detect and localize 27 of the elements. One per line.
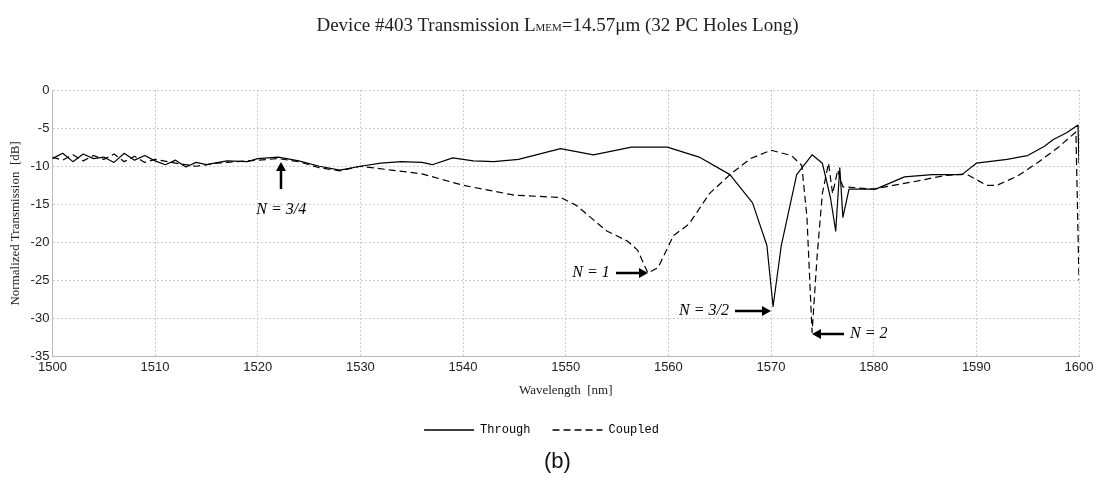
x-tick-label: 1550 <box>551 359 581 375</box>
x-tick-label: 1540 <box>448 359 478 375</box>
x-tick-label: 1520 <box>243 359 273 375</box>
y-tick-label: -5 <box>37 119 50 135</box>
y-axis-title: Normalized Transmission [dB] <box>7 141 23 306</box>
x-axis-title: Wavelength [nm] <box>518 381 613 397</box>
x-tick-label: 1590 <box>961 359 991 375</box>
x-tick-label: 1510 <box>140 359 170 375</box>
y-tick-label: -25 <box>30 272 50 288</box>
text: (b) <box>543 448 572 474</box>
y-tick-label: 0 <box>42 81 50 97</box>
x-tick-label: 1570 <box>756 359 786 375</box>
x-tick-label: 1530 <box>345 359 375 375</box>
x-tick-label: 1600 <box>1064 359 1094 375</box>
legend-label: Through <box>480 423 531 438</box>
legend-label: Coupled <box>608 423 659 438</box>
x-tick-label: 1560 <box>653 359 683 375</box>
y-tick-label: -20 <box>30 234 50 250</box>
y-tick-label: -15 <box>30 195 50 211</box>
annotation: N = 3/2 <box>678 301 730 319</box>
annotation: N = 1 <box>571 263 610 281</box>
annotation: N = 3/4 <box>255 199 307 217</box>
annotation: N = 2 <box>849 324 888 342</box>
x-tick-label: 1500 <box>37 359 67 375</box>
y-tick-label: -30 <box>30 310 50 326</box>
y-tick-label: -10 <box>30 157 50 173</box>
x-tick-label: 1580 <box>859 359 889 375</box>
